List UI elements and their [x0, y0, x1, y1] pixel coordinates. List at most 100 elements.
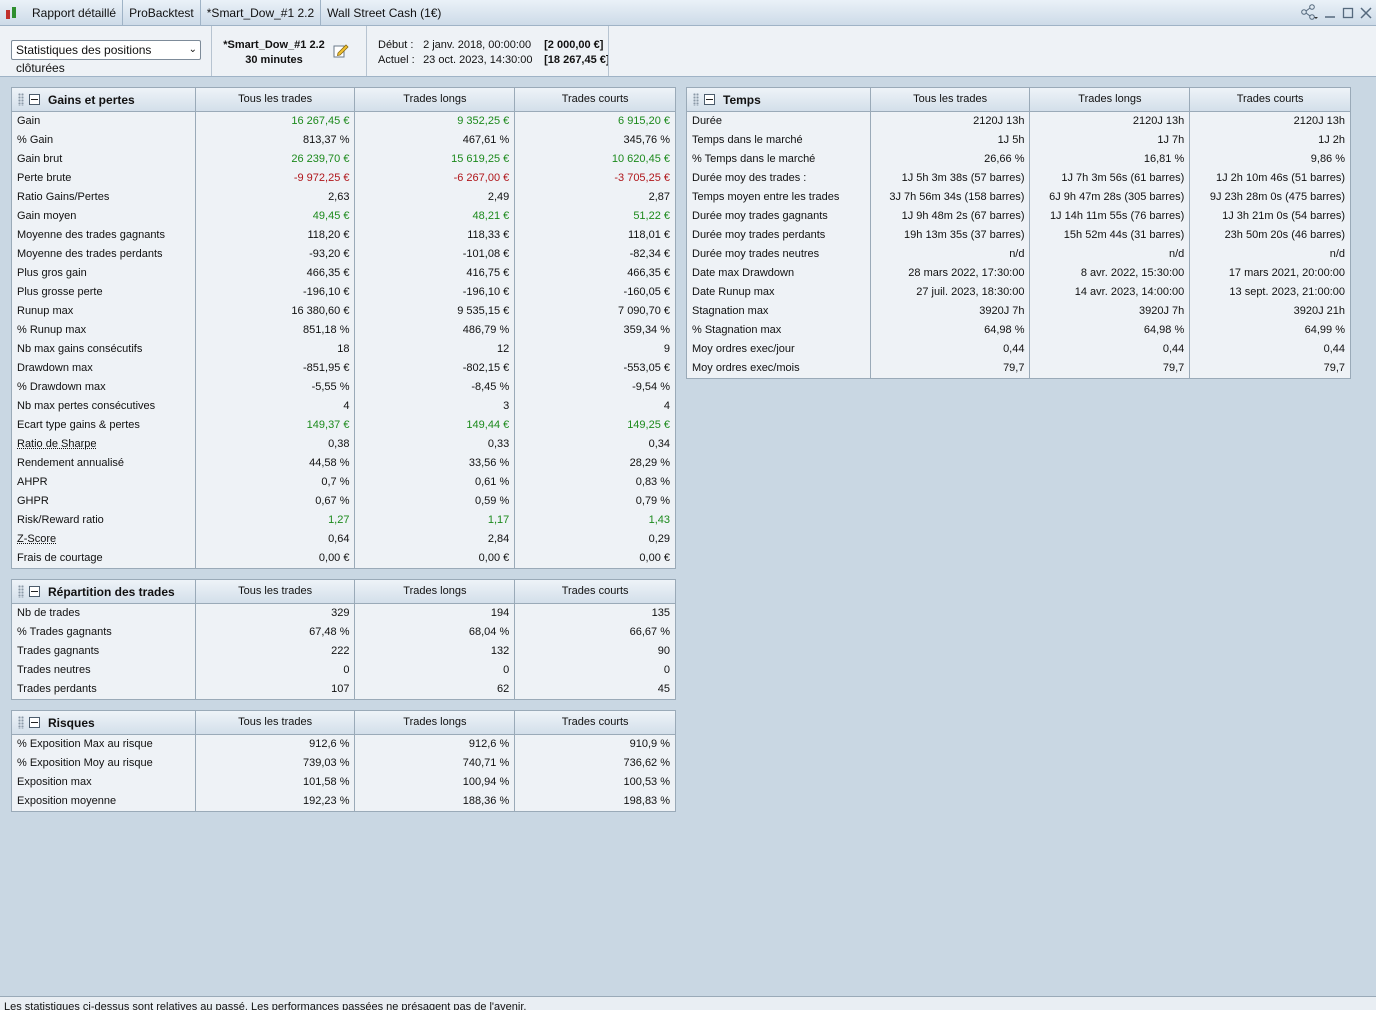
row-label[interactable]: Z-Score	[12, 530, 196, 549]
share-icon[interactable]	[1300, 4, 1318, 23]
row-label[interactable]: Ratio de Sharpe	[12, 435, 196, 454]
table-row: Date Runup max 27 juil. 2023, 18:30:00 14 …	[687, 283, 1350, 302]
row-value: 0	[196, 661, 356, 680]
table-row: Ratio Gains/Pertes 2,63 2,49 2,87	[12, 188, 675, 207]
collapse-icon[interactable]	[704, 94, 715, 105]
row-label: Date max Drawdown	[687, 264, 871, 283]
start-label: Début :	[378, 39, 414, 51]
row-value: 851,18 %	[196, 321, 356, 340]
row-label: Date Runup max	[687, 283, 871, 302]
table-row: % Exposition Max au risque 912,6 % 912,6 %…	[12, 735, 675, 754]
row-value: -101,08 €	[355, 245, 516, 264]
row-value: n/d	[1030, 245, 1191, 264]
row-value: 1J 14h 11m 55s (76 barres)	[1030, 207, 1191, 226]
table-row: % Gain 813,37 % 467,61 % 345,76 %	[12, 131, 675, 150]
row-label: Ecart type gains & pertes	[12, 416, 196, 435]
row-value: 0,00 €	[196, 549, 356, 568]
row-value: 17 mars 2021, 20:00:00	[1228, 267, 1346, 279]
row-value: 0,67 %	[196, 492, 356, 511]
row-value: 68,04 %	[355, 623, 516, 642]
row-label: Gain	[12, 112, 196, 131]
table-row: Trades gagnants 222 132 90	[12, 642, 675, 661]
row-value: 467,61 %	[355, 131, 516, 150]
drag-handle-icon[interactable]	[18, 716, 24, 729]
row-value: -553,05 €	[623, 362, 671, 374]
row-value: 1J 7h 3m 56s (61 barres)	[1030, 169, 1191, 188]
row-value: 101,58 %	[196, 773, 356, 792]
row-label: Moy ordres exec/mois	[687, 359, 871, 378]
row-value: 79,7	[1030, 359, 1191, 378]
row-value: 26,66 %	[871, 150, 1031, 169]
drag-handle-icon[interactable]	[18, 93, 24, 106]
row-value: -802,15 €	[355, 359, 516, 378]
row-value: 7 090,70 €	[618, 305, 671, 317]
maximize-icon[interactable]	[1342, 6, 1354, 22]
tab-instrument[interactable]: Wall Street Cash (1€)	[327, 5, 442, 20]
row-value: 64,99 %	[1304, 324, 1346, 336]
row-value: 19h 13m 35s (37 barres)	[871, 226, 1031, 245]
row-label: Gain moyen	[12, 207, 196, 226]
row-value: -9,54 %	[632, 381, 671, 393]
row-value: 329	[196, 604, 356, 623]
row-value: 2120J 13h	[1293, 115, 1346, 127]
row-value: 9J 23h 28m 0s (475 barres)	[1209, 191, 1346, 203]
report-toolbar: Statistiques des positions clôturées ⌄ *…	[0, 26, 1376, 77]
collapse-icon[interactable]	[29, 717, 40, 728]
current-amount: [18 267,45 €]	[544, 54, 610, 66]
column-header: Trades courts	[1236, 93, 1304, 105]
row-value: 0	[355, 661, 516, 680]
table-row: Durée 2120J 13h 2120J 13h 2120J 13h	[687, 112, 1350, 131]
row-value: 9 352,25 €	[355, 112, 516, 131]
panel-title: Risques	[48, 715, 95, 730]
row-value: 4	[663, 400, 671, 412]
row-label: % Drawdown max	[12, 378, 196, 397]
row-value: 13 sept. 2023, 21:00:00	[1229, 286, 1346, 298]
row-value: 1,17	[355, 511, 516, 530]
drag-handle-icon[interactable]	[693, 93, 699, 106]
minimize-icon[interactable]	[1324, 6, 1336, 22]
row-value: 16 267,45 €	[196, 112, 356, 131]
panel-header: Répartition des trades Tous les trades Tra…	[12, 580, 675, 604]
panel-title-cell: Temps	[687, 88, 871, 111]
tab-rapport-detaille[interactable]: Rapport détaillé	[26, 0, 124, 26]
edit-pencil-icon[interactable]	[333, 42, 349, 58]
row-value: 1J 7h	[1030, 131, 1191, 150]
row-value: 416,75 €	[355, 264, 516, 283]
row-value: 0,7 %	[196, 473, 356, 492]
panel-temps: Temps Tous les trades Trades longs Trades c…	[686, 87, 1351, 379]
collapse-icon[interactable]	[29, 586, 40, 597]
table-row: AHPR 0,7 % 0,61 % 0,83 %	[12, 473, 675, 492]
row-value: 0,33	[355, 435, 516, 454]
statistics-mode-select[interactable]: Statistiques des positions clôturées ⌄	[11, 40, 201, 75]
row-label: % Runup max	[12, 321, 196, 340]
column-header: Trades courts	[561, 585, 629, 597]
row-value: 0,44	[1323, 343, 1346, 355]
column-header: Trades courts	[561, 716, 629, 728]
table-row: Ecart type gains & pertes 149,37 €149,44 …	[12, 416, 675, 435]
tab-system-name[interactable]: *Smart_Dow_#1 2.2	[201, 0, 322, 26]
panel-title-cell: Risques	[12, 711, 196, 734]
row-value: 736,62 %	[623, 757, 671, 769]
row-label: Exposition moyenne	[12, 792, 196, 811]
row-value: 0,44	[1030, 340, 1191, 359]
drag-handle-icon[interactable]	[18, 585, 24, 598]
row-value: 9 535,15 €	[355, 302, 516, 321]
row-value: 107	[196, 680, 356, 699]
row-value: 100,94 %	[355, 773, 516, 792]
close-icon[interactable]	[1360, 6, 1372, 22]
row-value: 15h 52m 44s (31 barres)	[1030, 226, 1191, 245]
row-value: 64,98 %	[1030, 321, 1191, 340]
row-value: 739,03 %	[196, 754, 356, 773]
row-value: 16 380,60 €	[196, 302, 356, 321]
row-label: Trades gagnants	[12, 642, 196, 661]
table-row: % Drawdown max -5,55 % -8,45 % -9,54 %	[12, 378, 675, 397]
tab-probacktest[interactable]: ProBacktest	[123, 0, 201, 26]
chevron-down-icon: ⌄	[188, 44, 197, 55]
table-row: Temps moyen entre les trades 3J 7h 56m 34…	[687, 188, 1350, 207]
row-value: 0,00 €	[355, 549, 516, 568]
row-value: -8,45 %	[355, 378, 516, 397]
panel-title: Temps	[723, 92, 761, 107]
row-value: -93,20 €	[196, 245, 356, 264]
collapse-icon[interactable]	[29, 94, 40, 105]
table-row: Moyenne des trades perdants -93,20 € -101,…	[12, 245, 675, 264]
